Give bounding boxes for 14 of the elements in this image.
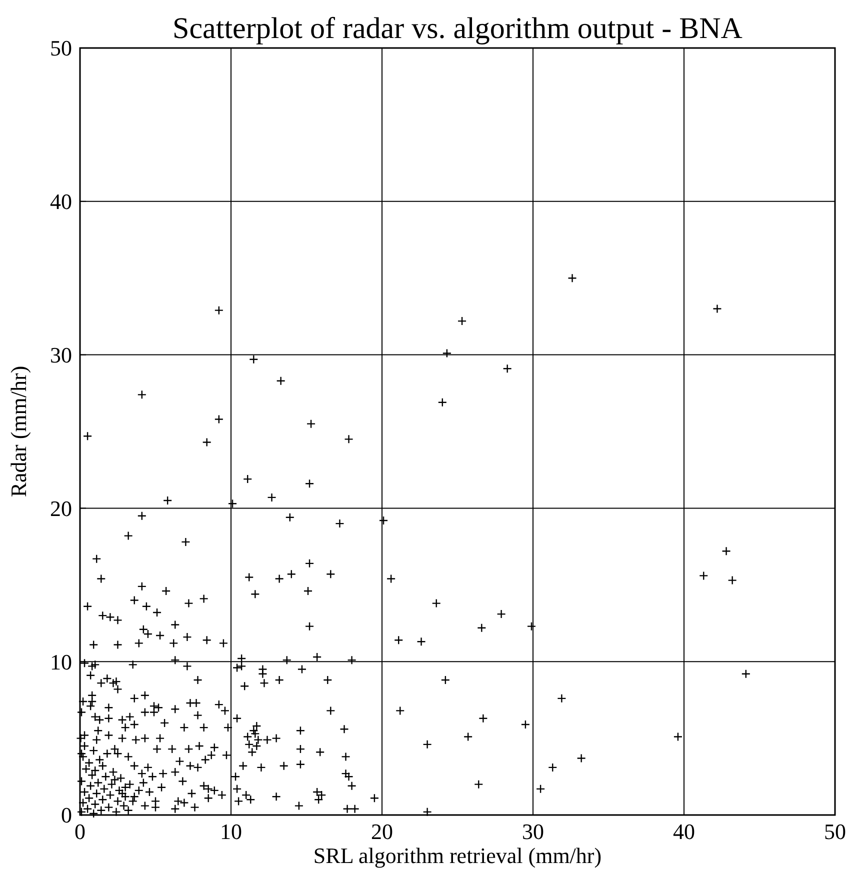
x-axis-title: SRL algorithm retrieval (mm/hr) — [313, 843, 602, 868]
y-tick-label: 20 — [50, 496, 72, 521]
x-tick-label: 10 — [220, 819, 242, 844]
y-tick-label: 10 — [50, 649, 72, 674]
y-tick-label: 50 — [50, 36, 72, 61]
x-tick-label: 40 — [673, 819, 695, 844]
y-tick-label: 30 — [50, 342, 72, 368]
x-tick-label: 50 — [824, 819, 846, 844]
x-tick-label: 30 — [522, 819, 544, 844]
y-tick-label: 0 — [61, 802, 72, 828]
y-axis-title: Radar (mm/hr) — [6, 366, 31, 498]
y-tick-label: 40 — [50, 189, 72, 214]
chart-title: Scatterplot of radar vs. algorithm output - BNA — [172, 12, 743, 45]
x-tick-label: 20 — [371, 819, 393, 844]
